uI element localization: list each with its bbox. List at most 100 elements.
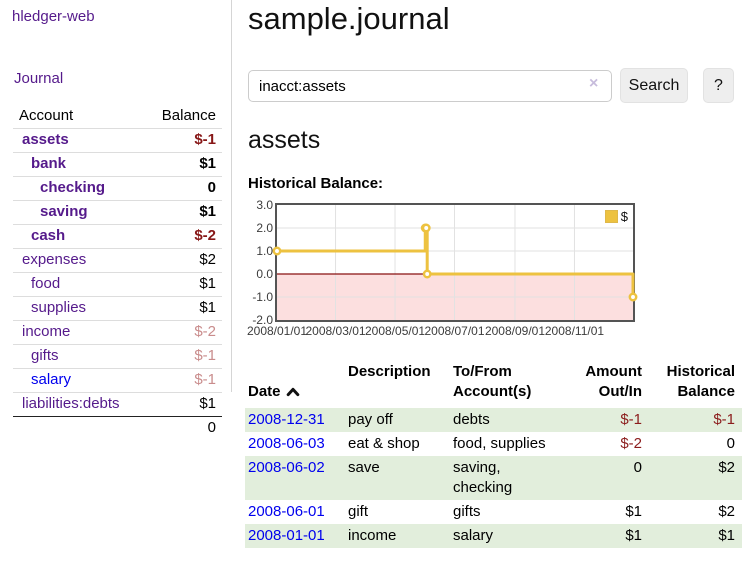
search-form: × Search ? bbox=[248, 68, 742, 104]
y-axis-tick-label: -2.0 bbox=[252, 313, 273, 327]
register-header-description: Description bbox=[348, 363, 431, 380]
accounts-table-header-row: Account Balance bbox=[13, 103, 222, 129]
chart-legend: $ bbox=[604, 209, 628, 224]
clear-search-icon[interactable]: × bbox=[589, 75, 599, 92]
register-balance-cell: $2 bbox=[718, 503, 735, 520]
y-axis-tick-label: 2.0 bbox=[256, 221, 273, 235]
account-row: assets $-1 bbox=[13, 128, 222, 153]
accounts-total-value: 0 bbox=[141, 416, 222, 440]
register-header-row: Date Description To/From Account(s) Amou… bbox=[245, 358, 742, 408]
sidebar-account-link[interactable]: income bbox=[22, 323, 71, 340]
register-accounts-cell: salary bbox=[453, 527, 494, 544]
register-date-cell: 2008-01-01 bbox=[245, 524, 345, 548]
accounts-total-spacer bbox=[13, 416, 142, 440]
transaction-date-link[interactable]: 2008-06-01 bbox=[248, 503, 325, 520]
account-balance: $1 bbox=[141, 152, 222, 177]
search-input[interactable] bbox=[248, 70, 612, 102]
help-button[interactable]: ? bbox=[703, 68, 734, 103]
account-heading: assets bbox=[248, 126, 321, 154]
account-cell: income bbox=[13, 320, 142, 345]
sidebar-account-link[interactable]: saving bbox=[40, 203, 88, 220]
page-title: sample.journal bbox=[248, 1, 450, 36]
transaction-date-link[interactable]: 2008-06-02 bbox=[248, 459, 325, 476]
chart-plot-area: $ bbox=[272, 203, 638, 322]
account-row: income $-2 bbox=[13, 320, 222, 345]
register-description-cell: income bbox=[348, 527, 397, 544]
sort-ascending-chevron-up-icon bbox=[286, 387, 299, 397]
account-balance: $-2 bbox=[141, 224, 222, 249]
sidebar-account-link[interactable]: cash bbox=[31, 227, 66, 244]
account-balance: $-2 bbox=[141, 320, 222, 345]
account-row: expenses $2 bbox=[13, 248, 222, 273]
register-description-cell: eat & shop bbox=[348, 435, 420, 452]
app-title-link[interactable]: hledger-web bbox=[12, 8, 95, 25]
register-date-cell: 2008-12-31 bbox=[245, 408, 345, 432]
account-cell: liabilities:debts bbox=[13, 392, 142, 417]
sidebar-account-link[interactable]: assets bbox=[22, 131, 69, 148]
register-date-cell: 2008-06-01 bbox=[245, 500, 345, 524]
account-cell: assets bbox=[13, 128, 142, 153]
chart-title: Historical Balance: bbox=[248, 175, 384, 192]
account-row: cash $-2 bbox=[13, 224, 222, 249]
x-axis-tick-label: 2008/11/01 bbox=[544, 324, 605, 338]
register-header-date[interactable]: Date bbox=[245, 358, 345, 408]
account-balance: $1 bbox=[141, 200, 222, 225]
register-row: 2008-12-31 pay off debts $-1 $-1 bbox=[245, 408, 742, 432]
account-row: checking 0 bbox=[13, 176, 222, 201]
register-row: 2008-06-02 save saving, checking 0 $2 bbox=[245, 456, 742, 500]
register-row: 2008-06-03 eat & shop food, supplies $-2 0 bbox=[245, 432, 742, 456]
transaction-date-link[interactable]: 2008-01-01 bbox=[248, 527, 325, 544]
register-date-cell: 2008-06-02 bbox=[245, 456, 345, 500]
nav-journal-link[interactable]: Journal bbox=[14, 70, 64, 87]
account-row: supplies $1 bbox=[13, 296, 222, 321]
sidebar-account-link[interactable]: liabilities:debts bbox=[22, 395, 120, 412]
chart-canvas bbox=[272, 205, 638, 320]
account-cell: salary bbox=[13, 368, 142, 393]
sidebar-account-link[interactable]: salary bbox=[31, 371, 72, 388]
account-cell: food bbox=[13, 272, 142, 297]
x-axis-tick-label: 2008/01/01 bbox=[246, 324, 308, 338]
account-balance: $1 bbox=[141, 296, 222, 321]
register-amount-cell: $-2 bbox=[620, 435, 642, 452]
sidebar-account-link[interactable]: expenses bbox=[22, 251, 87, 268]
account-row: salary $-1 bbox=[13, 368, 222, 393]
y-axis-tick-label: 0.0 bbox=[256, 267, 273, 281]
transaction-date-link[interactable]: 2008-06-03 bbox=[248, 435, 325, 452]
register-header-amount: Amount Out/In bbox=[585, 363, 642, 400]
register-accounts-cell: debts bbox=[453, 411, 490, 428]
sidebar-account-link[interactable]: bank bbox=[31, 155, 67, 172]
x-axis-tick-label: 2008/07/01 bbox=[424, 324, 485, 338]
x-axis-tick-label: 2008/09/01 bbox=[484, 324, 545, 338]
y-axis-tick-label: 1.0 bbox=[256, 244, 273, 258]
register-header-date-label: Date bbox=[248, 383, 281, 400]
account-row: saving $1 bbox=[13, 200, 222, 225]
register-header-balance: Historical Balance bbox=[666, 363, 735, 400]
account-cell: expenses bbox=[13, 248, 142, 273]
register-balance-cell: $-1 bbox=[713, 411, 735, 428]
search-button[interactable]: Search bbox=[620, 68, 688, 103]
account-cell: gifts bbox=[13, 344, 142, 369]
account-balance: $-1 bbox=[141, 368, 222, 393]
register-description-cell: save bbox=[348, 459, 380, 476]
sidebar-account-link[interactable]: checking bbox=[40, 179, 106, 196]
x-axis-tick-label: 2008/05/01 bbox=[364, 324, 426, 338]
account-cell: saving bbox=[13, 200, 142, 225]
transaction-date-link[interactable]: 2008-12-31 bbox=[248, 411, 325, 428]
sidebar-account-link[interactable]: food bbox=[31, 275, 61, 292]
account-balance: $2 bbox=[141, 248, 222, 273]
legend-swatch bbox=[604, 210, 618, 223]
account-row: liabilities:debts $1 bbox=[13, 392, 222, 417]
accounts-balance-table: Account Balance assets $-1 bank $1 checking 0… bbox=[13, 103, 222, 440]
accounts-header-balance: Balance bbox=[161, 107, 216, 124]
register-balance-cell: 0 bbox=[726, 435, 735, 452]
sidebar-account-link[interactable]: gifts bbox=[31, 347, 59, 364]
register-amount-cell: 0 bbox=[633, 459, 642, 476]
account-balance: $-1 bbox=[141, 344, 222, 369]
account-cell: cash bbox=[13, 224, 142, 249]
register-amount-cell: $-1 bbox=[620, 411, 642, 428]
sidebar-account-link[interactable]: supplies bbox=[31, 299, 87, 316]
register-accounts-cell: food, supplies bbox=[453, 435, 546, 452]
historical-balance-chart: $ 3.0 2.0 1.0 0.0 -1.0 -2.0 2008/01/01 2008/03/… bbox=[247, 198, 742, 346]
account-row: food $1 bbox=[13, 272, 222, 297]
account-balance: $1 bbox=[141, 272, 222, 297]
